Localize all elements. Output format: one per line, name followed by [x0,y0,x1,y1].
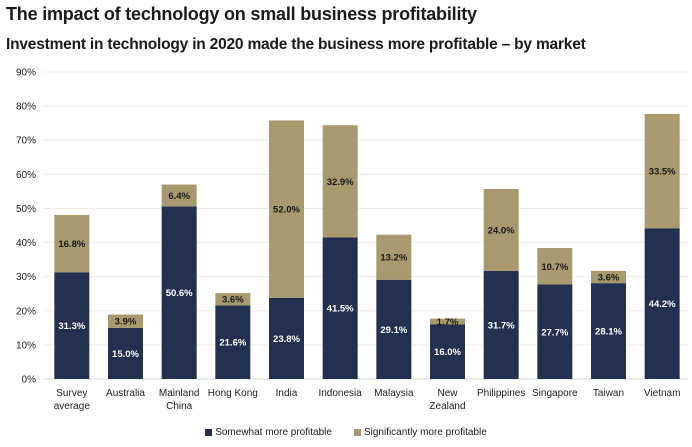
y-tick-label: 20% [16,306,36,317]
chart-subtitle: Investment in technology in 2020 made th… [6,36,586,53]
x-tick-label: China [166,401,193,412]
bar-segment-somewhat [376,279,412,379]
x-tick-label: Zealand [429,401,465,412]
data-label: 6.4% [168,191,190,202]
bar-segment-significantly [430,318,465,325]
bar-segment-significantly [591,270,626,284]
data-label: 31.3% [58,321,85,332]
gridlines [44,71,688,380]
data-label: 15.0% [112,349,139,360]
bar-segment-significantly [483,189,519,271]
data-label: 13.2% [380,253,407,264]
y-tick-label: 50% [16,204,36,215]
data-label: 41.5% [327,304,354,315]
legend-swatch-somewhat [205,429,213,436]
y-tick-label: 90% [16,68,36,79]
bar-segment-somewhat [269,297,304,379]
data-label: 24.0% [488,225,515,236]
x-axis: Survey average Australia Mainland China Hong … [54,388,681,412]
data-label: 21.6% [219,338,246,349]
legend-item-somewhat: Somewhat more profitable [205,427,332,438]
bar-segment-significantly [322,125,358,238]
data-label: 50.6% [166,288,193,299]
bar-segment-somewhat [161,206,197,379]
bar-segment-significantly [376,234,412,280]
bar-segment-somewhat [322,237,358,379]
data-label: 23.8% [273,334,300,345]
data-label: 3.6% [598,273,620,284]
legend-item-significantly: Significantly more profitable [353,427,487,438]
y-tick-label: 10% [16,340,36,351]
y-tick-label: 0% [22,375,37,386]
bars: 31.3% 16.8% 15.0% 3.9% 50.6% 6.4% 21.6% 3.6% 23.… [54,113,680,379]
x-tick-label: Mainland [159,388,200,399]
legend-label-somewhat: Somewhat more profitable [215,427,332,438]
data-label: 52.0% [273,205,300,216]
data-label: 32.9% [327,177,354,188]
y-tick-label: 80% [16,102,36,113]
x-tick-label: Survey [56,388,87,399]
y-axis: 0% 10% 20% 30% 40% 50% 60% 70% 80% 90% [16,68,36,386]
data-label: 3.6% [222,295,244,306]
bar-segment-somewhat [591,283,626,379]
data-label: 16.8% [58,239,85,250]
x-tick-label: average [54,401,91,412]
bar-segment-somewhat [215,305,251,379]
data-label: 27.7% [541,327,568,338]
x-tick-label: Taiwan [593,388,624,399]
bar-segment-significantly [644,113,680,229]
data-label: 3.9% [115,317,137,328]
x-tick-label: New [437,388,458,399]
bar-segment-somewhat [108,327,143,379]
data-label: 1.7% [437,317,459,328]
legend-label-significantly: Significantly more profitable [363,427,487,438]
data-label: 33.5% [649,167,676,178]
x-tick-label: Malaysia [374,388,414,399]
data-label: 31.7% [488,320,515,331]
data-label: 28.1% [595,327,622,338]
x-tick-label: Singapore [532,388,578,399]
bar-segment-somewhat [483,270,519,379]
bar-segment-significantly [269,120,304,298]
bar-segment-somewhat [430,324,465,379]
bar-segment-significantly [537,248,573,285]
data-label: 44.2% [649,299,676,310]
x-tick-label: Indonesia [318,388,362,399]
x-tick-label: Australia [106,388,145,399]
bar-segment-somewhat [537,284,573,379]
bar-segment-somewhat [54,272,90,379]
x-tick-label: India [276,388,298,399]
bar-segment-significantly [54,214,90,273]
data-label: 10.7% [541,262,568,273]
x-tick-label: Hong Kong [208,388,258,399]
x-tick-label: Philippines [477,388,525,399]
y-tick-label: 30% [16,272,36,283]
data-label: 29.1% [380,325,407,336]
bar-segment-significantly [108,314,143,328]
bar-segment-somewhat [644,228,680,379]
chart-title: The impact of technology on small busine… [6,4,477,24]
legend: Somewhat more profitable Significantly m… [0,427,692,438]
y-tick-label: 70% [16,136,36,147]
data-label: 16.0% [434,347,461,358]
bar-segment-significantly [215,293,251,306]
y-tick-label: 60% [16,170,36,181]
legend-swatch-significantly [353,429,361,436]
x-tick-label: Vietnam [644,388,681,399]
y-tick-label: 40% [16,238,36,249]
bar-segment-significantly [161,184,197,207]
